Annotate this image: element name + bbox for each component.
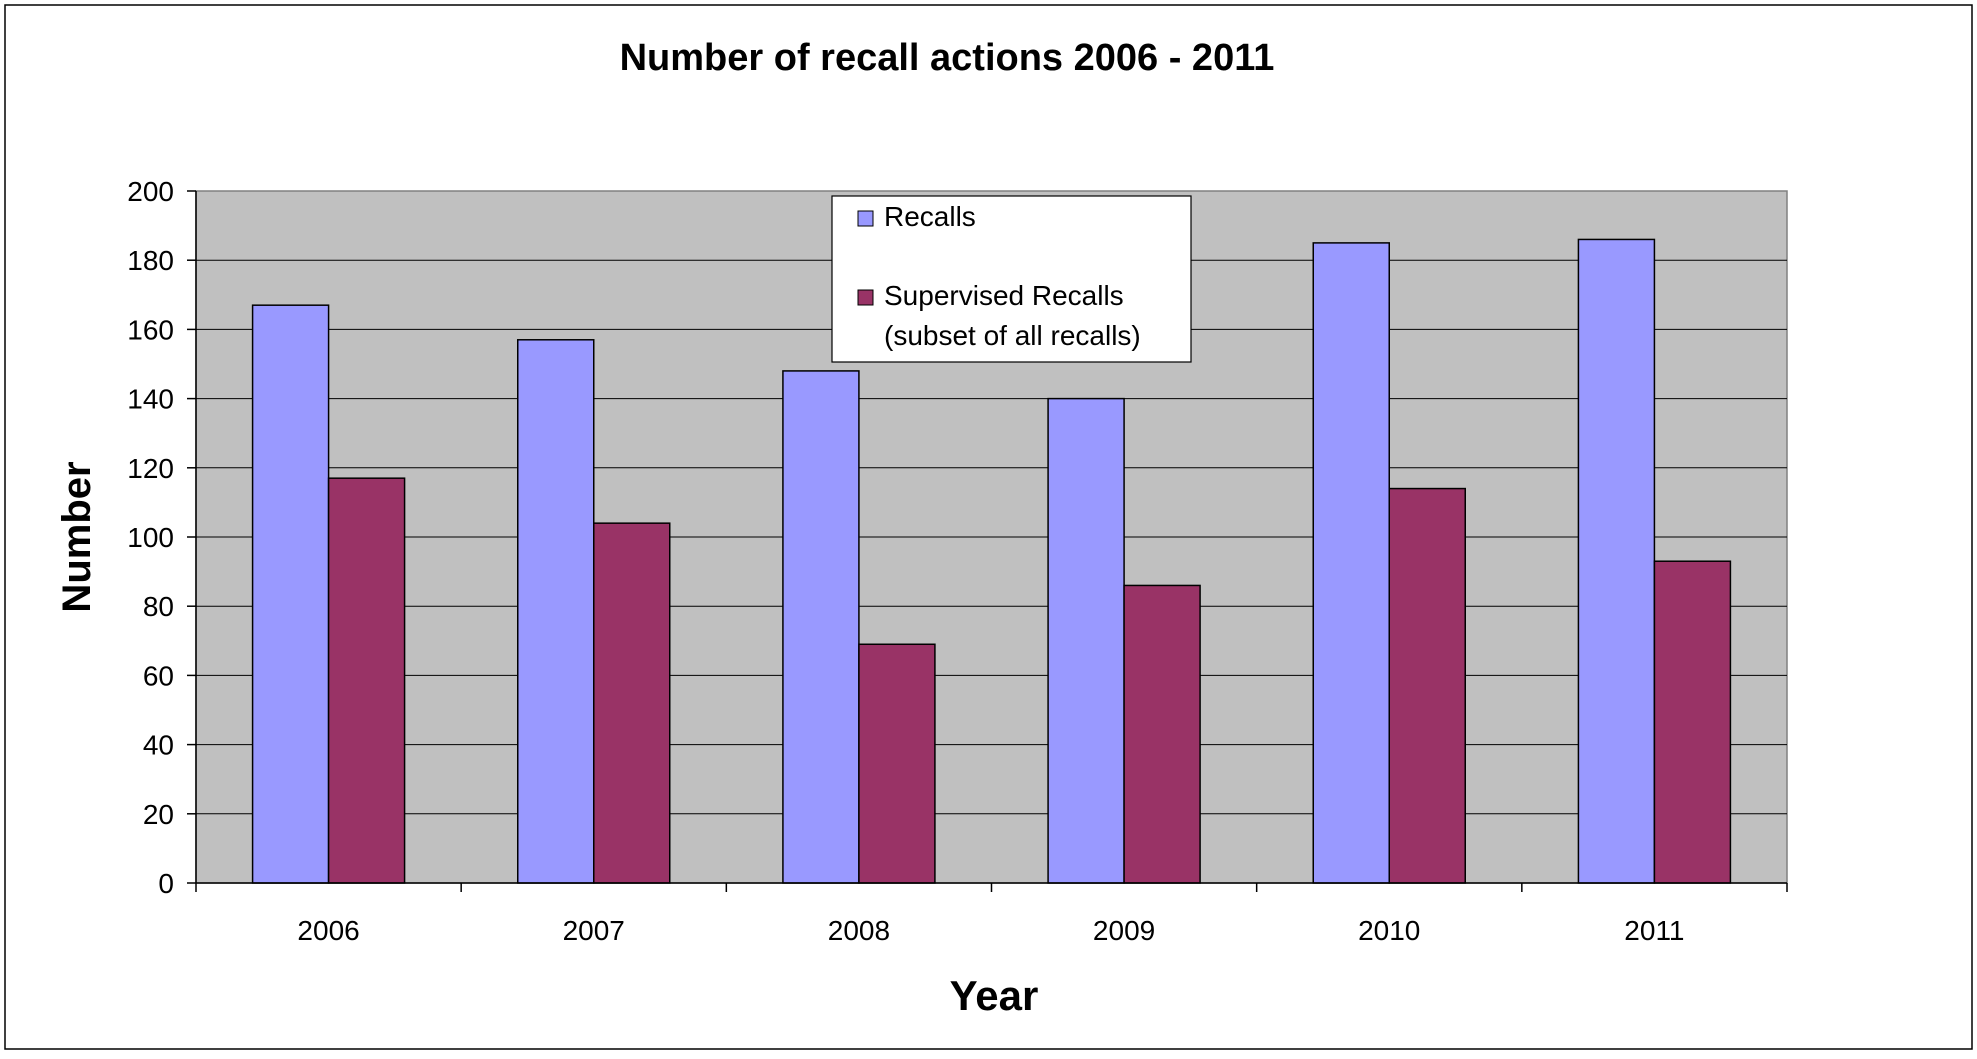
y-tick-label: 200 — [127, 176, 174, 207]
bar-supervised-recalls-2009 — [1123, 584, 1201, 884]
x-tick-label: 2008 — [828, 915, 890, 946]
y-axis-label: Number — [55, 461, 99, 612]
bar-supervised-recalls-2010 — [1388, 487, 1466, 884]
bar-recalls-2009 — [1047, 397, 1125, 884]
bar-recalls-2007 — [517, 339, 595, 884]
bar-supervised-recalls-2006 — [327, 477, 406, 884]
bars — [251, 238, 1732, 884]
legend-swatch-recalls — [857, 210, 874, 227]
y-tick-label: 140 — [127, 384, 174, 415]
legend-box — [831, 195, 1192, 363]
legend-label-recalls: Recalls — [884, 201, 976, 232]
y-tick-label: 40 — [143, 730, 174, 761]
y-tick-label: 160 — [127, 314, 174, 345]
y-tick-label: 0 — [158, 868, 174, 899]
y-tick-label: 60 — [143, 660, 174, 691]
bar-recalls-2010 — [1312, 242, 1390, 884]
bar-supervised-recalls-2011 — [1653, 560, 1732, 884]
x-axis-label: Year — [950, 972, 1039, 1019]
y-tick-label: 20 — [143, 799, 174, 830]
y-tick-label: 120 — [127, 453, 174, 484]
x-axis-ticks: 2006 2007 2008 2009 2010 2011 — [195, 883, 1788, 946]
legend: Recalls Supervised Recalls (subset of al… — [831, 195, 1192, 363]
grid-lines — [196, 259, 1787, 815]
bar-recalls-2008 — [782, 370, 860, 884]
y-tick-label: 100 — [127, 522, 174, 553]
chart-title: Number of recall actions 2006 - 2011 — [620, 37, 1275, 79]
bar-supervised-recalls-2008 — [858, 643, 936, 884]
y-axis-ticks: 0 20 40 60 80 100 120 140 160 180 200 — [127, 176, 196, 899]
x-tick-label: 2007 — [563, 915, 625, 946]
x-tick-label: 2006 — [297, 915, 359, 946]
x-tick-label: 2010 — [1358, 915, 1420, 946]
bar-recalls-2011 — [1577, 238, 1656, 884]
legend-label-supervised-recalls: Supervised Recalls — [884, 280, 1124, 311]
y-tick-label: 80 — [143, 591, 174, 622]
y-tick-label: 180 — [127, 245, 174, 276]
bar-supervised-recalls-2007 — [593, 522, 671, 884]
legend-swatch-supervised-recalls — [857, 289, 874, 306]
bar-recalls-2006 — [251, 304, 330, 884]
x-tick-label: 2009 — [1093, 915, 1155, 946]
x-tick-label: 2011 — [1624, 915, 1684, 946]
legend-label-supervised-recalls-line2: (subset of all recalls) — [884, 320, 1141, 351]
